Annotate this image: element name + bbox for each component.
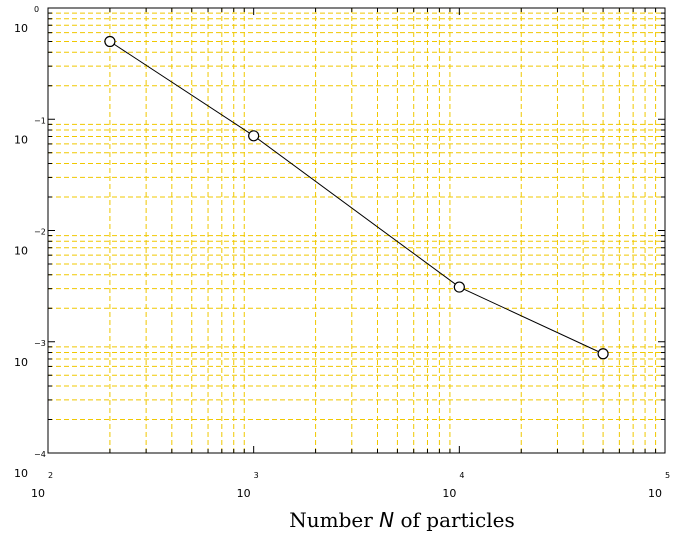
x-tick-label: 10 — [237, 487, 251, 500]
y-tick-label-exponent: −3 — [34, 339, 46, 348]
y-tick-label: 10 — [14, 245, 28, 258]
x-axis-label: Number N of particles — [289, 508, 514, 532]
y-tick-label-exponent: −1 — [34, 116, 46, 125]
x-tick-label-exponent: 3 — [254, 471, 259, 480]
x-tick-label-exponent: 2 — [48, 471, 53, 480]
y-tick-label-exponent: −2 — [34, 228, 46, 237]
y-tick-label: 10 — [14, 467, 28, 480]
x-axis-label-variable: N — [379, 508, 394, 532]
tick-marks — [47, 8, 665, 454]
y-tick-label: 10 — [14, 356, 28, 369]
data-point — [248, 130, 260, 142]
series-layer — [104, 35, 609, 360]
x-axis-label-before: Number — [289, 508, 379, 532]
x-tick-label-exponent: 5 — [665, 471, 670, 480]
grid — [48, 8, 665, 453]
y-tick-label-exponent: 0 — [34, 5, 39, 14]
y-tick-label: 10 — [14, 133, 28, 146]
x-tick-label-exponent: 4 — [459, 471, 464, 480]
data-point — [453, 281, 465, 293]
y-tick-label: 10 — [14, 22, 28, 35]
data-point — [597, 348, 609, 360]
x-tick-label: 10 — [31, 487, 45, 500]
x-axis-label-after: of particles — [394, 508, 515, 532]
x-tick-label: 10 — [442, 487, 456, 500]
data-point — [104, 35, 116, 48]
series-line — [109, 41, 604, 355]
x-tick-label: 10 — [648, 487, 662, 500]
y-tick-label-exponent: −4 — [34, 450, 46, 459]
